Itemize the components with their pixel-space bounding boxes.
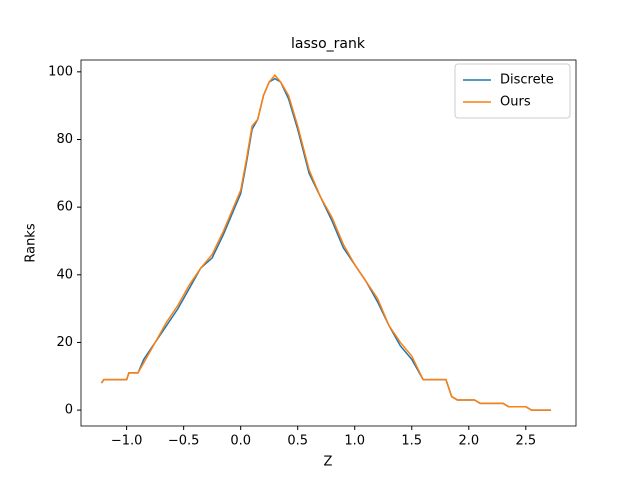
y-axis-label: Ranks [24, 223, 39, 262]
y-tick-label: 80 [56, 132, 73, 147]
x-tick-label: 0.5 [287, 434, 308, 449]
x-tick-label: 2.0 [458, 434, 479, 449]
y-tick-label: 20 [56, 335, 73, 350]
chart-title: lasso_rank [291, 36, 366, 52]
x-tick-label: −0.5 [168, 434, 200, 449]
y-tick-label: 100 [48, 64, 73, 79]
y-tick-label: 40 [56, 267, 73, 282]
x-axis-label: Z [324, 455, 333, 470]
x-tick-label: 0.0 [230, 434, 251, 449]
line-series [100, 77, 551, 411]
legend-label: Discrete [500, 73, 554, 88]
x-tick-label: 1.5 [401, 434, 422, 449]
y-tick-label: 60 [56, 200, 73, 215]
line-series [100, 74, 551, 411]
y-tick-label: 0 [65, 403, 73, 418]
legend-label: Ours [500, 95, 531, 110]
x-tick-label: 1.0 [344, 434, 365, 449]
legend-box [454, 63, 571, 119]
plot-frame [80, 59, 577, 427]
x-tick-label: −1.0 [111, 434, 143, 449]
x-tick-label: 2.5 [515, 434, 536, 449]
